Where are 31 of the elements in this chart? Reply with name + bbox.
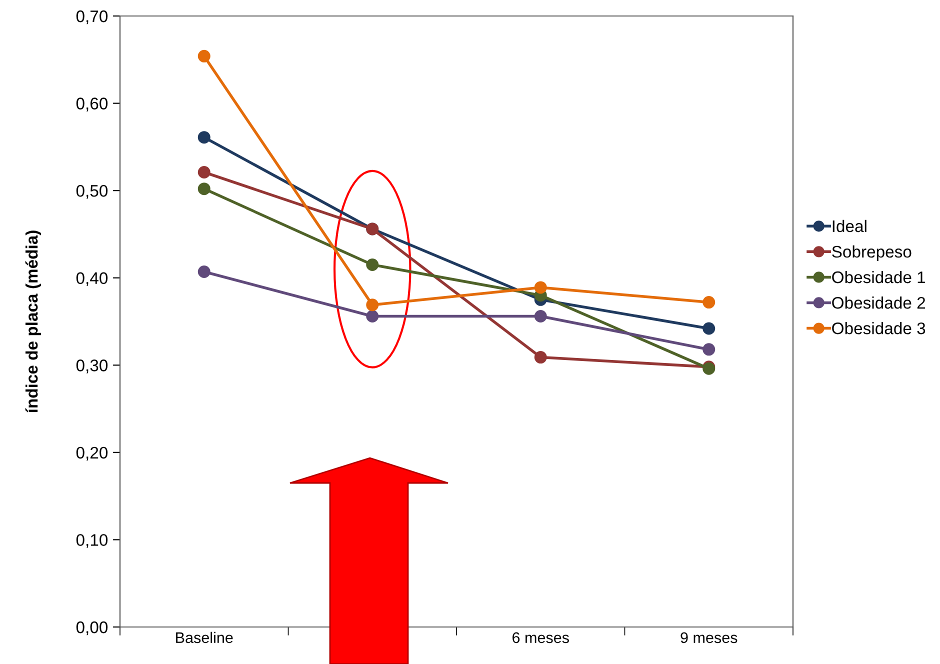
legend-label: Obesidade 2 bbox=[832, 296, 926, 309]
legend-label: Ideal bbox=[832, 220, 866, 232]
point bbox=[198, 50, 210, 62]
y-tick-label: 0,00 bbox=[76, 621, 108, 636]
x-tick-label: 6 meses bbox=[512, 632, 569, 644]
x-tick-label: Baseline bbox=[176, 632, 233, 644]
point bbox=[702, 322, 716, 335]
point bbox=[198, 131, 210, 144]
point bbox=[366, 298, 379, 312]
y-tick-label: 0,30 bbox=[76, 360, 108, 374]
point bbox=[198, 265, 210, 278]
point bbox=[702, 296, 716, 309]
point bbox=[534, 351, 547, 364]
point bbox=[366, 310, 379, 323]
y-tick-label: 0,40 bbox=[76, 272, 108, 286]
legend-label: Obesidade 1 bbox=[832, 270, 926, 284]
y-tick-label: 0,50 bbox=[76, 184, 108, 199]
y-axis-title: índice de placa (média) bbox=[25, 230, 42, 412]
point bbox=[198, 166, 210, 178]
point bbox=[198, 182, 210, 196]
x-tick-label: 9 meses bbox=[680, 632, 738, 644]
y-tick-label: 0,60 bbox=[76, 98, 108, 112]
point bbox=[702, 343, 716, 356]
point bbox=[366, 258, 379, 272]
y-tick-label: 0,10 bbox=[76, 534, 108, 548]
y-tick-label: 0,20 bbox=[76, 446, 108, 461]
point bbox=[534, 281, 547, 294]
legend-label: Obesidade 3 bbox=[832, 322, 926, 334]
y-tick-label: 0,70 bbox=[76, 10, 108, 24]
point bbox=[534, 310, 547, 323]
legend-label: Sobrepeso bbox=[832, 245, 912, 261]
